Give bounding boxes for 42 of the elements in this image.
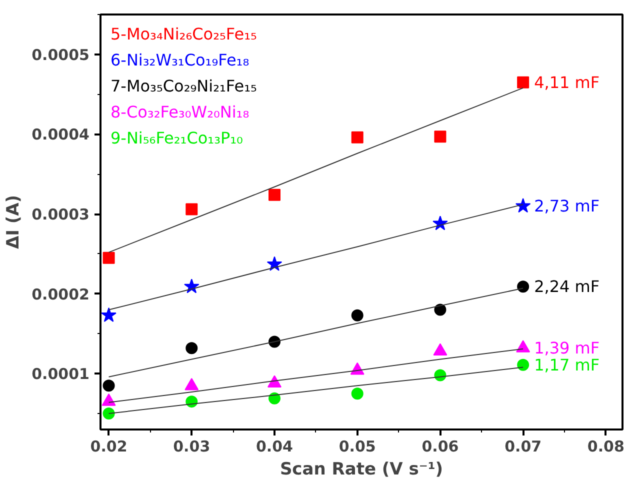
point [102, 380, 115, 392]
text: 9-Ni₅₆Fe₂₁Co₁₃P₁₀ [110, 128, 243, 148]
annotation: 1,39 mF [534, 338, 600, 358]
annotation: 2,24 mF [534, 277, 600, 296]
x-tick-label: 0.07 [504, 438, 542, 456]
point [515, 198, 531, 213]
point [268, 188, 280, 201]
point [517, 358, 530, 371]
y-tick-label: 0.0002 [32, 285, 90, 304]
point [517, 76, 530, 88]
x-tick-label: 0.04 [256, 438, 294, 456]
x-tick-label: 0.03 [173, 438, 210, 456]
point [266, 256, 282, 271]
x-tick-label: 0.02 [90, 438, 128, 456]
point [102, 252, 115, 264]
text: 6-Ni₃₂W₃₁Co₁₉Fe₁₈ [110, 50, 250, 70]
y-tick-label: 0.0005 [32, 46, 90, 64]
text: 7-Mo₃₅Co₂₉Ni₂₁Fe₁₅ [110, 76, 257, 96]
point [186, 203, 198, 216]
annotation: 2,73 mF [534, 196, 600, 216]
annotation: 1,17 mF [534, 355, 600, 374]
x-tick-label: 0.08 [587, 438, 624, 456]
text: 5-Mo₃₄Ni₂₆Co₂₅Fe₁₅ [110, 24, 257, 44]
point [186, 342, 198, 354]
y-tick-label: 0.0003 [32, 206, 90, 224]
point [102, 408, 115, 420]
y-tick-label: 0.0004 [32, 126, 90, 144]
y-axis-title: ΔI (A) [4, 194, 24, 250]
point [101, 307, 116, 322]
point [434, 130, 446, 143]
point [351, 388, 364, 400]
x-axis-title: Scan Rate (V s⁻¹) [280, 460, 444, 480]
x-tick-label: 0.06 [422, 438, 459, 456]
point [434, 304, 446, 316]
x-tick-label: 0.05 [338, 438, 376, 456]
annotation: 4,11 mF [534, 72, 600, 92]
text: 8-Co₃₂Fe₃₀W₂₀Ni₁₈ [110, 102, 250, 122]
point [351, 131, 364, 144]
point [517, 280, 530, 293]
point [268, 392, 280, 404]
point [351, 309, 364, 322]
y-tick-label: 0.0001 [32, 365, 90, 384]
